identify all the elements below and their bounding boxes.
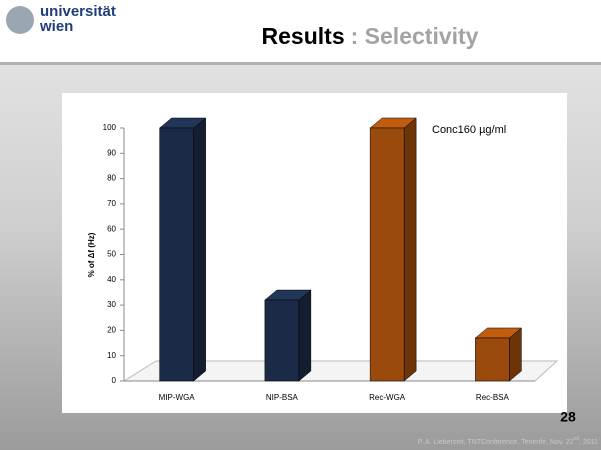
y-tick-label: 40	[107, 275, 116, 284]
x-tick-label: Rec-BSA	[476, 393, 510, 402]
logo-emblem	[6, 6, 34, 34]
x-tick-label: MIP-WGA	[159, 393, 196, 402]
header-band	[0, 0, 601, 62]
x-tick-label: NIP-BSA	[266, 393, 299, 402]
bar-side	[298, 289, 312, 382]
bar	[159, 127, 194, 382]
bar	[264, 299, 300, 382]
title-main: Results	[262, 23, 345, 49]
footer: P. A. Lieberzeit, TNTConference, Tenerif…	[418, 436, 599, 446]
slide-title: Results: Selectivity	[262, 23, 479, 49]
footer-end: , 2011	[579, 439, 598, 446]
title-sub: : Selectivity	[351, 23, 479, 49]
y-tick-label: 20	[107, 326, 116, 335]
logo-text: wien	[39, 18, 73, 35]
bar	[475, 337, 510, 382]
header-rule	[0, 62, 601, 65]
y-tick-label: 50	[107, 250, 116, 259]
y-axis-label: % of Δf (Hz)	[87, 232, 96, 277]
y-tick-label: 30	[107, 300, 116, 309]
y-tick-label: 0	[112, 376, 117, 385]
y-tick-label: 60	[107, 224, 116, 233]
logo-text: universität	[40, 3, 116, 20]
y-tick-label: 100	[103, 123, 117, 132]
y-tick-label: 70	[107, 199, 116, 208]
footer-text: P. A. Lieberzeit, TNTConference, Tenerif…	[418, 439, 574, 446]
annotation: Conc160 µg/ml	[432, 124, 506, 136]
footer-sup: nd	[573, 436, 579, 442]
bar	[369, 127, 405, 382]
y-tick-label: 90	[107, 148, 116, 157]
y-tick-label: 10	[107, 351, 116, 360]
bar-side	[193, 117, 206, 382]
y-tick-label: 80	[107, 174, 116, 183]
page-number: 28	[560, 409, 576, 425]
bar-side	[403, 117, 417, 382]
x-tick-label: Rec-WGA	[369, 393, 406, 402]
